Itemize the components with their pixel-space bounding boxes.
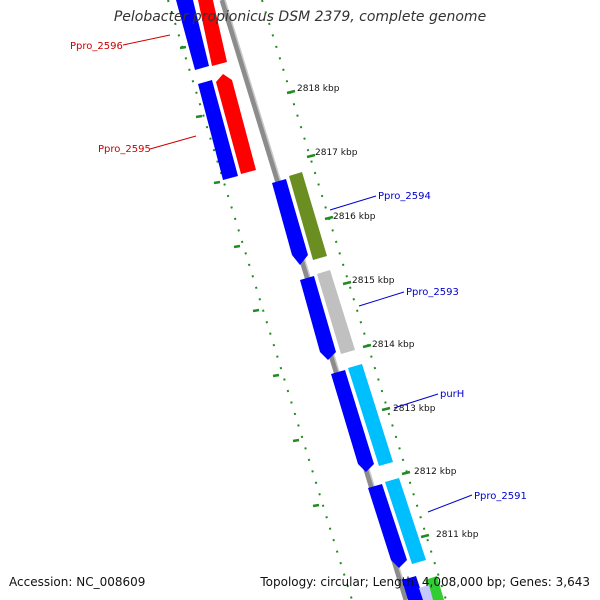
tick-label-2818: 2818 kbp (297, 84, 340, 94)
gene-feature-ppro-2595[interactable] (216, 74, 256, 174)
genome-summary-text: Topology: circular; Length: 4,008,000 bp… (260, 575, 590, 589)
cds-feature[interactable] (176, 0, 209, 70)
leader-ppro-2594 (329, 195, 377, 211)
cds-feature[interactable] (331, 370, 374, 472)
gene-feature-ppro-2593[interactable] (317, 270, 355, 354)
tick-label-2817: 2817 kbp (315, 148, 358, 158)
cds-feature[interactable] (300, 276, 336, 360)
leader-ppro-2595 (149, 135, 197, 150)
gene-feature-next (425, 576, 444, 600)
tick-label-2813: 2813 kbp (393, 404, 436, 414)
ruler-ticks (179, 45, 430, 539)
cds-track (176, 0, 424, 600)
leader-ppro-2591 (427, 494, 473, 513)
cds-feature[interactable] (198, 80, 238, 180)
gene-label-purh[interactable]: purH (440, 389, 464, 400)
tick-label-2816: 2816 kbp (333, 212, 376, 222)
gene-feature-next-highlight (419, 585, 433, 600)
tick-label-2812: 2812 kbp (414, 467, 457, 477)
gene-label-ppro-2596[interactable]: Ppro_2596 (70, 41, 123, 52)
accession-text: Accession: NC_008609 (9, 575, 146, 589)
leader-ppro-2593 (358, 291, 405, 307)
gene-label-ppro-2591[interactable]: Ppro_2591 (474, 491, 527, 502)
outer-ruler-ring (261, 0, 447, 600)
cds-feature[interactable] (402, 576, 424, 600)
map-title: Pelobacter propionicus DSM 2379, complet… (113, 9, 487, 25)
gene-feature-purh[interactable] (348, 364, 393, 466)
leader-ppro-2596 (122, 34, 171, 46)
tick-label-2814: 2814 kbp (372, 340, 415, 350)
gene-feature-ppro-2591[interactable] (385, 478, 426, 564)
tick-label-2811: 2811 kbp (436, 530, 479, 540)
gene-feature-ppro-2596[interactable] (198, 0, 227, 66)
gene-label-ppro-2595[interactable]: Ppro_2595 (98, 144, 151, 155)
inner-ruler-ring (167, 0, 353, 600)
cds-feature[interactable] (272, 179, 308, 265)
gene-label-ppro-2594[interactable]: Ppro_2594 (378, 191, 431, 202)
gene-label-ppro-2593[interactable]: Ppro_2593 (406, 287, 459, 298)
leader-purh (393, 393, 439, 409)
cds-feature[interactable] (368, 484, 407, 568)
tick-label-2815: 2815 kbp (352, 276, 395, 286)
gene-feature-ppro-2594[interactable] (289, 172, 327, 260)
